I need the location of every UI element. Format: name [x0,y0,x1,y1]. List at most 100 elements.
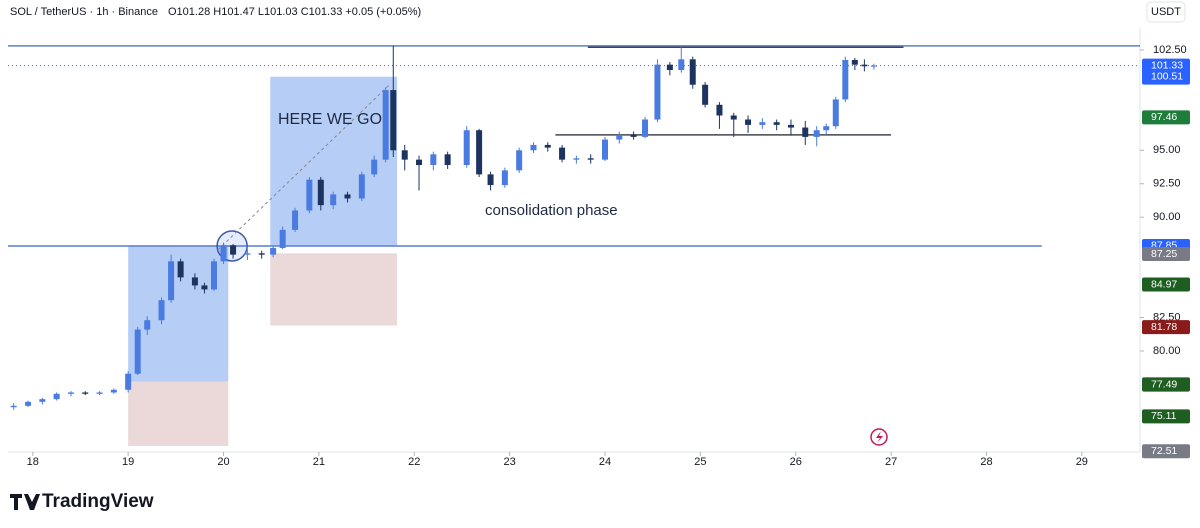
y-tick-label: 80.00 [1153,345,1181,357]
candle-body [270,247,277,255]
candle-body [851,59,858,65]
price-label: 75.11 [1151,410,1177,422]
brand-name: TradingView [42,491,154,512]
x-tick-label: 22 [408,456,420,468]
lightning-icon[interactable] [870,428,888,446]
candle-body [158,300,165,321]
candle-body [861,64,868,67]
candle-body [430,154,437,166]
candle-body [317,179,324,206]
candle-body [39,399,46,402]
candle-body [501,170,508,186]
price-label: 77.49 [1151,378,1177,390]
candle-body [823,126,830,131]
price-label-box [1142,444,1190,459]
candle-body [444,154,451,166]
candle-body [191,277,198,286]
candle-body [230,245,237,255]
candle-body [587,158,594,160]
price-label: 81.78 [1151,321,1177,333]
currency-label[interactable]: USDT [1151,6,1181,18]
candle-body [110,389,117,393]
price-label-box [1142,110,1190,125]
plot-area [8,45,1140,446]
zone [128,381,229,446]
candle-body [244,253,251,255]
x-tick-label: 18 [27,456,39,468]
candle-body [10,405,17,408]
price-label-box [1142,320,1190,335]
x-tick-label: 19 [122,456,134,468]
candle-body [292,210,299,230]
candle-body [177,261,184,278]
candle-body [487,174,494,186]
price-label-box [1142,246,1190,261]
annotation: HERE WE GO [278,111,382,128]
candle-body [144,320,151,330]
candle-body [416,159,423,166]
ohlc: O101.28 H101.47 L101.03 C101.33 +0.05 (+… [168,6,421,18]
price-label-box [1142,277,1190,292]
x-tick-label: 25 [694,456,706,468]
candle-body [773,122,780,125]
candle-body [689,59,696,85]
annotation: consolidation phase [485,202,618,219]
candle-body [716,104,723,116]
candle-body [870,65,877,67]
zone [270,76,398,246]
candle-body [678,59,685,71]
candle-body [730,115,737,120]
x-tick-label: 27 [885,456,897,468]
candle-body [53,393,60,400]
candle-body [642,119,649,137]
zone [270,253,398,326]
candle-body [654,64,661,120]
price-label: 97.46 [1151,111,1177,123]
candle-body [463,130,470,166]
candle-body [544,144,551,148]
currency-button[interactable] [1146,1,1186,23]
candle-body [134,329,141,374]
x-tick-label: 23 [504,456,516,468]
candle-body [559,147,566,160]
candle-body [258,253,265,255]
x-tick-label: 24 [599,456,611,468]
x-tick-label: 29 [1076,456,1088,468]
candle-body [306,179,313,211]
candle-body [702,84,709,105]
candle-body [25,401,32,406]
candle-body [573,158,580,160]
candle-body [201,285,208,290]
y-tick-label: 95.00 [1153,144,1181,156]
candle-body [82,392,89,394]
candle-body [358,174,365,199]
candle-body [616,134,623,140]
trend-line [217,84,390,251]
candle-body [802,127,809,137]
candle-body [279,229,286,248]
candle-body [516,150,523,171]
price-label-box [1142,409,1190,424]
brand-logo [10,494,40,510]
candle-body [630,134,637,137]
price-label-box [1142,377,1190,392]
candle-body [67,392,74,394]
candle-body [125,373,132,390]
candle-body [382,90,389,160]
candle-body [813,130,820,137]
candle-body [344,194,351,199]
candle-body [601,139,608,160]
candle-body [476,130,483,175]
price-label: 84.97 [1151,278,1177,290]
candle-body [220,245,227,262]
candle-body [832,99,839,127]
y-tick-label: 92.50 [1153,178,1181,190]
price-label-box [1142,69,1190,84]
candle-body [168,261,175,301]
x-tick-label: 20 [217,456,229,468]
candle-body [401,150,408,160]
candle-body [330,194,337,206]
price-label: 87.25 [1151,248,1177,260]
